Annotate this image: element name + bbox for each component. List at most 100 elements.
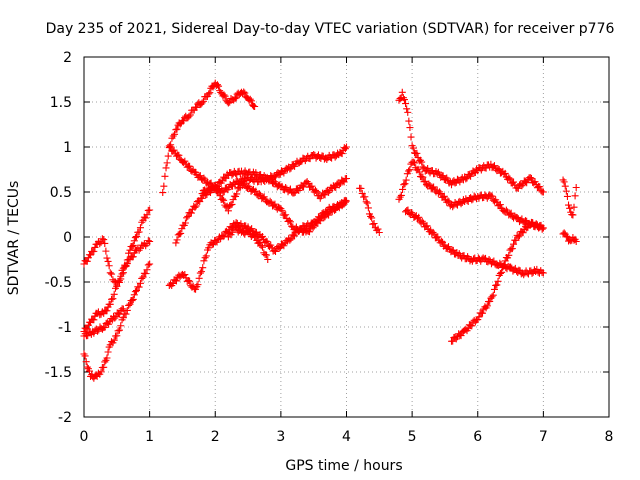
data-point	[263, 238, 271, 246]
data-point	[175, 151, 183, 159]
data-point	[205, 90, 213, 98]
data-point	[286, 165, 294, 173]
data-point	[418, 158, 426, 166]
data-point	[571, 192, 579, 200]
y-axis-label: SDTVAR / TECUs	[6, 181, 22, 296]
data-point	[526, 174, 534, 182]
x-axis-label: GPS time / hours	[285, 458, 402, 474]
data-point	[539, 269, 547, 277]
data-point	[419, 163, 427, 171]
data-point	[123, 260, 131, 268]
data-point	[142, 214, 150, 222]
data-point	[143, 211, 151, 219]
x-tick-label: 1	[145, 429, 154, 445]
data-point	[177, 229, 185, 237]
data-point	[311, 186, 319, 194]
data-point	[310, 222, 318, 230]
data-point	[130, 291, 138, 299]
y-tick-label: -0.5	[45, 275, 72, 291]
data-point	[192, 202, 200, 210]
data-point	[341, 145, 349, 153]
data-point	[82, 358, 90, 366]
data-point	[160, 182, 168, 190]
data-point	[308, 182, 316, 190]
data-point	[375, 229, 383, 236]
data-point	[259, 243, 266, 251]
data-point	[106, 269, 114, 277]
data-point	[195, 274, 203, 282]
data-point	[246, 95, 254, 103]
x-tick-label: 5	[408, 429, 417, 445]
data-point	[398, 88, 406, 96]
data-point	[224, 99, 232, 107]
grid	[83, 56, 610, 418]
data-point	[116, 310, 124, 318]
data-point	[482, 254, 490, 262]
data-point	[198, 268, 206, 276]
data-point	[510, 178, 518, 186]
data-point	[119, 314, 127, 322]
data-point	[104, 348, 112, 356]
data-point	[206, 89, 214, 97]
data-point	[425, 180, 433, 188]
data-point	[325, 211, 333, 219]
data-point	[499, 263, 507, 271]
data-point	[183, 214, 191, 222]
data-point	[108, 295, 116, 303]
data-point	[103, 307, 111, 315]
y-tick-label: 1	[63, 140, 72, 156]
data-point	[406, 166, 414, 174]
data-point	[117, 322, 125, 330]
data-point	[421, 177, 429, 185]
data-point	[267, 175, 275, 183]
data-point	[146, 206, 154, 214]
data-point	[400, 96, 408, 104]
data-point	[405, 167, 413, 175]
data-point	[260, 193, 268, 201]
data-point	[572, 238, 580, 245]
data-point	[496, 259, 504, 267]
data-point	[135, 228, 143, 236]
data-point	[131, 234, 139, 242]
data-point	[218, 195, 226, 203]
data-point	[252, 233, 260, 241]
data-point	[494, 277, 502, 285]
data-point	[408, 209, 416, 217]
data-point	[228, 171, 236, 179]
data-point	[363, 199, 371, 207]
data-point	[173, 236, 181, 244]
data-point	[245, 227, 253, 235]
data-point	[562, 187, 570, 195]
data-point	[209, 240, 217, 248]
data-point	[109, 295, 117, 303]
data-point	[362, 198, 370, 206]
data-points	[80, 79, 580, 382]
data-point	[415, 213, 423, 221]
data-point	[100, 363, 108, 371]
data-point	[418, 217, 426, 225]
data-point	[561, 182, 569, 190]
data-point	[184, 277, 192, 285]
data-point	[105, 320, 113, 328]
data-point	[500, 262, 508, 270]
data-point	[475, 313, 483, 321]
data-point	[266, 197, 274, 205]
data-point	[130, 237, 138, 245]
data-point	[169, 132, 177, 140]
data-point	[485, 256, 493, 264]
data-point	[181, 271, 189, 279]
data-point	[142, 270, 150, 278]
data-point	[290, 189, 298, 197]
data-point	[81, 352, 89, 360]
data-point	[161, 172, 169, 180]
data-point	[331, 206, 339, 214]
data-point	[291, 232, 299, 240]
data-point	[468, 196, 476, 204]
y-tick-label: 0.5	[50, 185, 72, 201]
data-point	[413, 149, 421, 157]
data-point	[97, 368, 105, 376]
data-point	[396, 95, 404, 103]
data-point	[101, 358, 109, 366]
data-point	[202, 252, 210, 260]
